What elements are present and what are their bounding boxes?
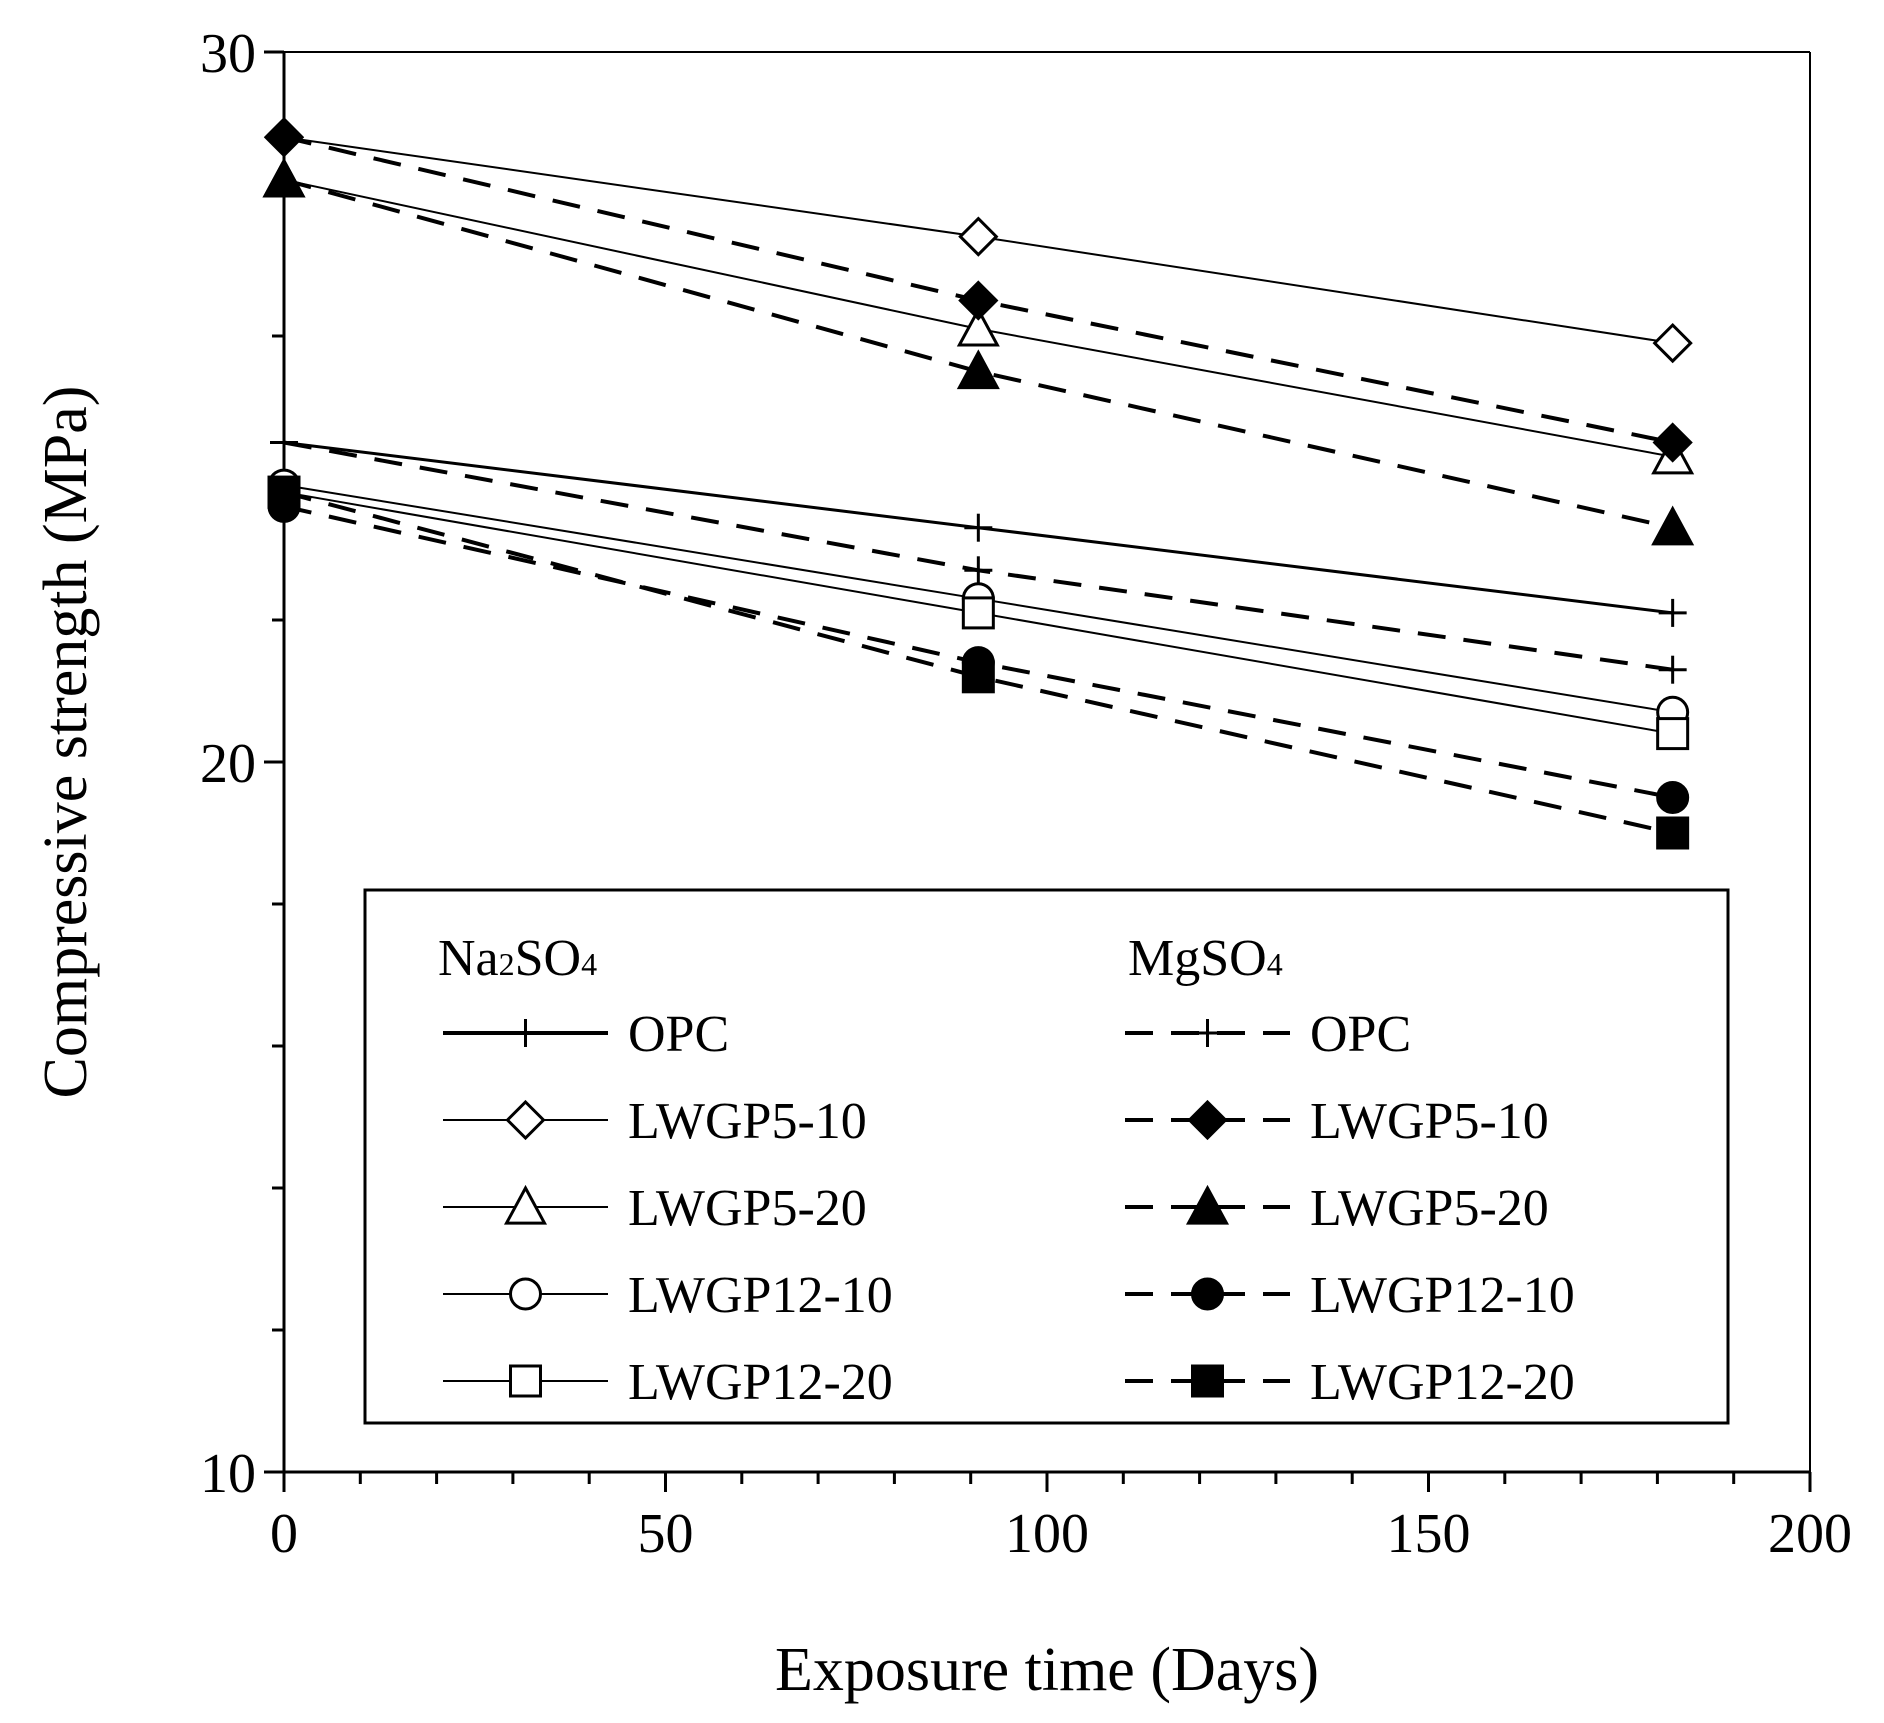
legend-group-title: MgSO4 [1128,930,1283,987]
legend-marker-na2so4-lwgp5-10 [505,1099,546,1141]
x-tick-label: 50 [638,1503,694,1565]
legend-marker-na2so4-opc [511,1019,540,1047]
data-point-mgso4-lwgp12-20 [961,660,995,694]
legend-label-na2so4-lwgp5-20: LWGP5-20 [628,1180,867,1237]
y-tick-label: 30 [200,23,256,85]
series-line-mgso4-lwgp5-20 [283,177,1674,530]
legend-label-mgso4-opc: OPC [1310,1006,1411,1063]
data-point-na2so4-opc [1658,598,1687,627]
legend-marker-mgso4-lwgp12-20 [1191,1364,1224,1398]
data-point-mgso4-lwgp5-20 [1651,505,1695,546]
legend-label-na2so4-opc: OPC [628,1006,729,1063]
data-point-na2so4-lwgp12-20 [1656,717,1690,751]
legend-marker-mgso4-opc [1193,1019,1222,1047]
data-point-mgso4-opc [964,556,993,585]
legend-group-title-part: 4 [1267,946,1283,982]
legend-label-na2so4-lwgp5-10: LWGP5-10 [628,1093,867,1150]
data-point-mgso4-opc [1658,655,1687,684]
legend-marker-na2so4-lwgp12-20 [509,1364,542,1398]
x-tick-label: 100 [1005,1503,1089,1565]
data-point-mgso4-lwgp5-10 [263,117,305,158]
legend-group-title: Na2SO4 [438,930,597,987]
data-point-mgso4-lwgp5-10 [1652,422,1693,463]
data-point-mgso4-lwgp5-20 [956,349,1000,390]
series-markers [262,117,1695,850]
legend-group-title-part: 4 [581,946,597,982]
axes: 10 20 30 0 50 100 150 200 Exposure time (Days) Co… [32,23,1852,1704]
data-point-mgso4-opc [270,428,298,457]
legend-marker-mgso4-lwgp5-10 [1187,1099,1228,1141]
data-point-mgso4-lwgp5-20 [262,157,306,198]
legend-group-title-part: SO [515,930,581,987]
legend-label-mgso4-lwgp5-10: LWGP5-10 [1310,1093,1549,1150]
series-line-mgso4-lwgp12-20 [283,490,1674,835]
legend-group-title-part: 2 [499,946,515,982]
x-tick-label: 0 [270,1503,298,1565]
legend-group-title-part: Mg [1128,930,1200,987]
data-point-na2so4-lwgp5-20 [956,306,1000,347]
series-line-mgso4-opc [283,440,1673,672]
x-axis-title: Exposure time (Days) [775,1636,1319,1704]
legend-label-na2so4-lwgp12-20: LWGP12-20 [628,1354,893,1411]
legend-marker-mgso4-lwgp12-10 [1191,1277,1224,1311]
y-axis-title: Compressive strength (MPa) [32,386,100,1099]
legend-marker-mgso4-lwgp5-20 [1185,1184,1230,1225]
y-tick-label: 20 [200,733,256,795]
data-point-mgso4-lwgp12-10 [1656,781,1690,814]
legend: Na2SO4 MgSO4OPCLWGP5-10LWGP5-20LWGP12-10L… [363,888,1730,1425]
legend-marker-na2so4-lwgp12-10 [509,1277,542,1311]
data-point-mgso4-lwgp5-10 [958,280,999,321]
legend-group-title-part: Na [438,930,499,987]
legend-group-title-part: SO [1200,930,1266,987]
legend-marker-na2so4-lwgp5-20 [503,1184,548,1225]
data-point-mgso4-lwgp12-20 [1656,816,1690,850]
legend-label-mgso4-lwgp12-10: LWGP12-10 [1310,1267,1575,1324]
y-tick-label: 10 [200,1443,256,1505]
legend-box [363,888,1730,1425]
data-point-mgso4-lwgp12-20 [267,475,301,509]
legend-label-mgso4-lwgp12-20: LWGP12-20 [1310,1354,1575,1411]
data-point-na2so4-opc [964,513,993,542]
data-point-na2so4-lwgp5-10 [1652,322,1693,364]
data-point-na2so4-lwgp5-10 [958,216,999,257]
x-tick-label: 150 [1387,1503,1471,1565]
legend-label-na2so4-lwgp12-10: LWGP12-10 [628,1267,893,1324]
legend-label-mgso4-lwgp5-20: LWGP5-20 [1310,1180,1549,1237]
data-point-na2so4-lwgp12-20 [961,596,995,630]
x-tick-label: 200 [1768,1503,1852,1565]
